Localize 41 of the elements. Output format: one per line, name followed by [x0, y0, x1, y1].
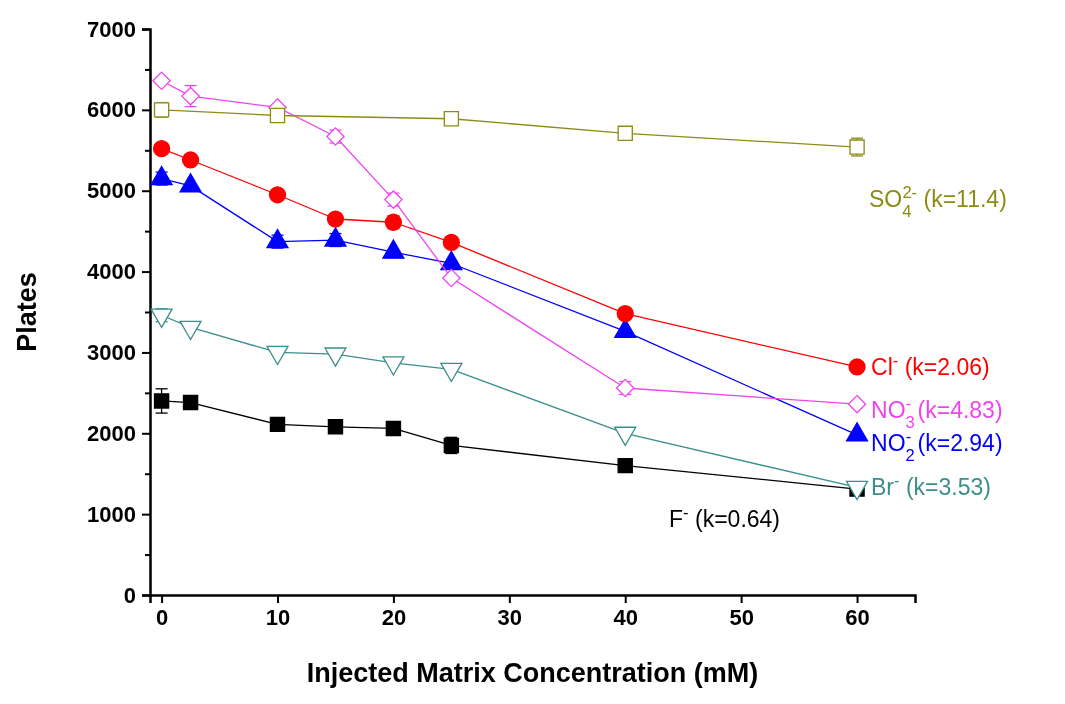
x-tick-label: 30	[497, 604, 523, 630]
y-tick-label: 2000	[87, 420, 136, 446]
series-label: NO$_{3}$$^{-}$ (k=4.83)	[871, 393, 1003, 432]
series-label: Br$^{-}$ (k=3.53)	[871, 470, 991, 501]
x-tick-label: 20	[381, 604, 407, 630]
point	[848, 358, 866, 376]
series-label: SO$_{4}$$^{2-}$ (k=11.4)	[869, 182, 1007, 221]
x-axis-title: Injected Matrix Concentration (mM)	[306, 658, 759, 688]
y-tick-label: 6000	[87, 97, 136, 123]
point	[385, 420, 402, 437]
y-tick-label: 1000	[87, 501, 136, 527]
point	[269, 416, 286, 433]
y-axis-title: Plates	[12, 272, 42, 352]
x-tick-label: 40	[613, 604, 638, 630]
point	[442, 233, 460, 252]
x-tick-label: 10	[265, 604, 291, 630]
point	[181, 151, 200, 169]
point	[327, 419, 344, 435]
point	[182, 394, 199, 411]
point	[326, 210, 345, 228]
point	[268, 186, 287, 204]
point	[442, 268, 461, 288]
x-tick-label: 50	[729, 604, 754, 630]
point	[269, 107, 286, 124]
x-tick-label: 0	[155, 604, 169, 630]
y-tick-label: 5000	[87, 178, 136, 204]
point	[847, 394, 867, 414]
point	[152, 71, 171, 91]
y-tick-label: 3000	[87, 339, 136, 365]
point	[153, 393, 170, 409]
y-tick-label: 7000	[87, 16, 136, 42]
y-tick-label: 4000	[87, 259, 136, 285]
point	[152, 140, 171, 158]
point	[617, 457, 633, 474]
point	[617, 125, 633, 142]
point	[616, 305, 634, 323]
y-tick-label: 0	[123, 582, 136, 608]
x-tick-label: 60	[845, 604, 870, 630]
series-label: Cl$^{-}$ (k=2.06)	[871, 350, 990, 380]
point	[443, 111, 460, 127]
series-label: F$^{-}$ (k=0.64)	[669, 502, 781, 533]
